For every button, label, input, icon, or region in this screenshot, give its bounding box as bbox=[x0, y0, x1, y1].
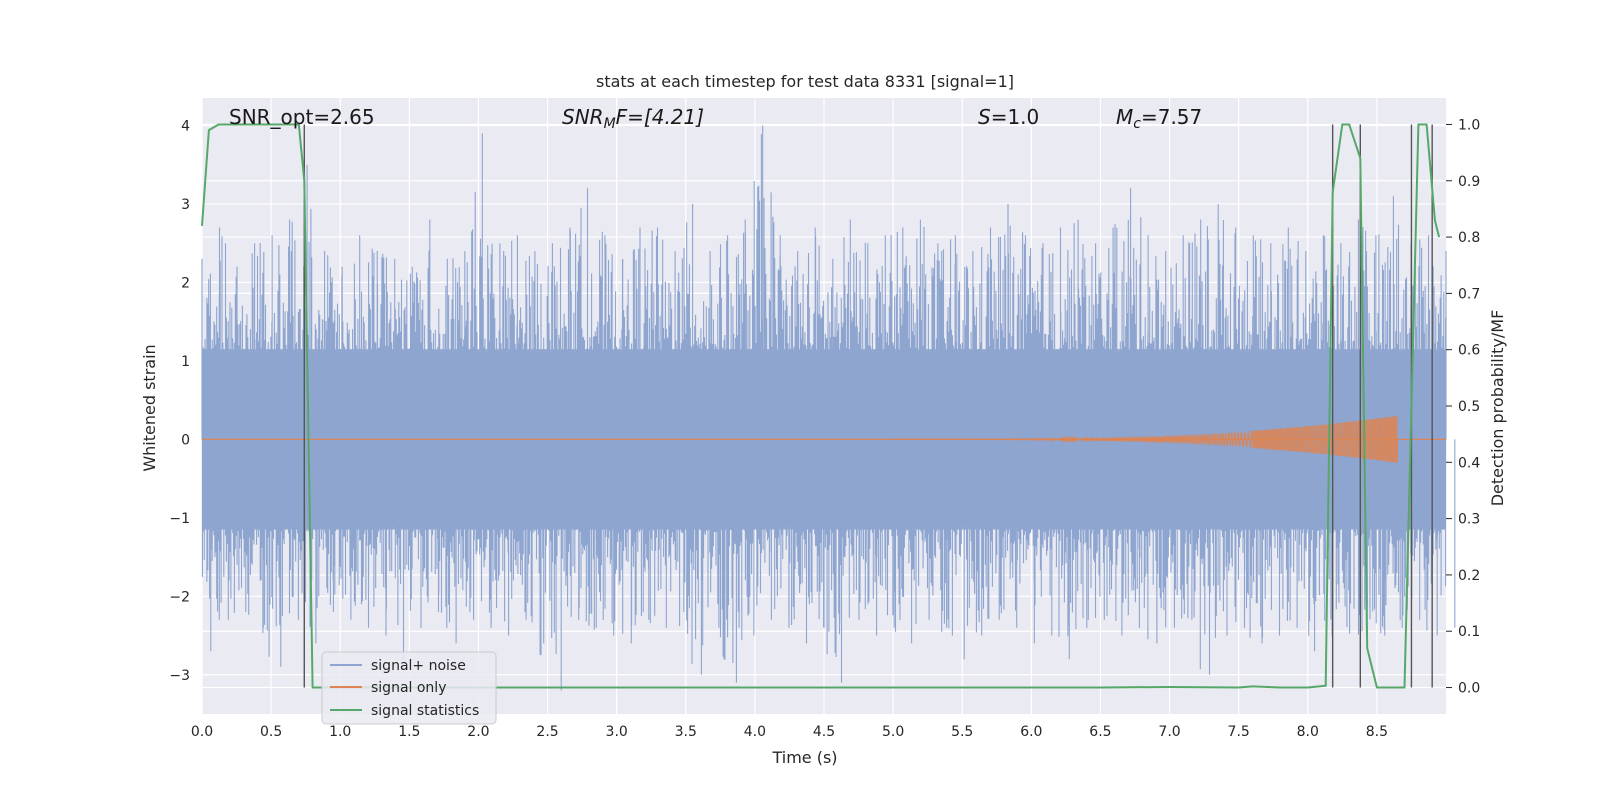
x-tick-label-16: 8.0 bbox=[1297, 724, 1319, 740]
x-tick-label-6: 3.0 bbox=[606, 724, 628, 740]
y-left-tick-label-3: 0 bbox=[181, 432, 190, 448]
x-tick-label-10: 5.0 bbox=[882, 724, 904, 740]
x-tick-label-5: 2.5 bbox=[536, 724, 558, 740]
x-tick-label-2: 1.0 bbox=[329, 724, 351, 740]
x-tick-label-3: 1.5 bbox=[398, 724, 420, 740]
x-tick-label-8: 4.0 bbox=[744, 724, 766, 740]
annotation-snr-opt: SNR_opt=2.65 bbox=[229, 105, 375, 129]
x-tick-label-13: 6.5 bbox=[1089, 724, 1111, 740]
y-right-tick-label-8: 0.8 bbox=[1458, 230, 1480, 246]
chart-title: stats at each timestep for test data 833… bbox=[596, 72, 1014, 91]
x-axis-ticks: 0.0 0.5 1.0 1.5 2.0 2.5 3.0 3.5 4.0 4.5 5.0 5.5 6.0 6… bbox=[191, 724, 1388, 740]
x-tick-label-0: 0.0 bbox=[191, 724, 213, 740]
annotation-s-main: S bbox=[978, 105, 991, 129]
statistics-line bbox=[201, 123, 1441, 689]
x-axis-label: Time (s) bbox=[771, 748, 837, 767]
y-left-tick-label-1: −2 bbox=[169, 589, 190, 605]
y-right-tick-label-6: 0.6 bbox=[1458, 343, 1480, 359]
annotation-s-rest: =1.0 bbox=[991, 105, 1040, 129]
y-left-tick-label-0: −3 bbox=[169, 668, 190, 684]
y-right-axis-label: Detection probability/MF bbox=[1488, 310, 1507, 507]
annotation-snr-mf-main: SNR bbox=[562, 105, 604, 129]
x-tick-label-14: 7.0 bbox=[1158, 724, 1180, 740]
x-tick-label-1: 0.5 bbox=[260, 724, 282, 740]
annotation-snr-mf-sub: M bbox=[604, 116, 616, 132]
series-signal-only bbox=[202, 415, 1446, 464]
annotation-mc-sub: c bbox=[1133, 116, 1141, 132]
y-left-tick-label-6: 3 bbox=[181, 197, 190, 213]
y-right-tick-label-2: 0.2 bbox=[1458, 568, 1480, 584]
y-left-tick-label-5: 2 bbox=[181, 275, 190, 291]
y-right-tick-label-10: 1.0 bbox=[1458, 117, 1480, 133]
y-left-tick-label-2: −1 bbox=[169, 511, 190, 527]
x-tick-label-7: 3.5 bbox=[675, 724, 697, 740]
x-tick-label-11: 5.5 bbox=[951, 724, 973, 740]
y-left-tick-label-4: 1 bbox=[181, 354, 190, 370]
annotation-mc-main: M bbox=[1116, 105, 1133, 129]
y-right-tick-label-9: 0.9 bbox=[1458, 174, 1480, 190]
signal-chirp-envelope bbox=[1252, 415, 1398, 463]
legend-label-signal-only: signal only bbox=[371, 680, 446, 696]
legend-label-signal-statistics: signal statistics bbox=[371, 703, 479, 719]
legend: signal+ noise signal only signal statist… bbox=[321, 651, 497, 725]
y-right-tick-label-4: 0.4 bbox=[1458, 455, 1480, 471]
series-signal-statistics bbox=[201, 123, 1441, 689]
y-right-axis-ticks: 0.0 0.1 0.2 0.3 0.4 0.5 0.6 0.7 0.8 0.9 1.0 bbox=[1446, 117, 1480, 697]
legend-box bbox=[321, 651, 497, 725]
x-tick-label-9: 4.5 bbox=[813, 724, 835, 740]
annotation-mc: Mc=7.57 bbox=[1116, 105, 1202, 132]
x-tick-label-4: 2.0 bbox=[467, 724, 489, 740]
y-right-tick-label-3: 0.3 bbox=[1458, 512, 1480, 528]
y-left-axis-label: Whitened strain bbox=[140, 344, 159, 471]
annotation-snr-mf: SNRMF=[4.21] bbox=[562, 105, 704, 132]
y-left-axis-ticks: −3 −2 −1 0 1 2 3 4 bbox=[169, 118, 190, 683]
annotation-s: S=1.0 bbox=[978, 105, 1039, 129]
x-tick-label-12: 6.0 bbox=[1020, 724, 1042, 740]
x-tick-label-17: 8.5 bbox=[1366, 724, 1388, 740]
y-right-tick-label-1: 0.1 bbox=[1458, 624, 1480, 640]
annotation-snr-mf-rest: F=[4.21] bbox=[616, 105, 704, 129]
y-left-tick-label-7: 4 bbox=[181, 118, 190, 134]
y-right-tick-label-7: 0.7 bbox=[1458, 286, 1480, 302]
y-right-tick-label-5: 0.5 bbox=[1458, 399, 1480, 415]
x-tick-label-15: 7.5 bbox=[1228, 724, 1250, 740]
y-right-tick-label-0: 0.0 bbox=[1458, 681, 1480, 697]
legend-label-signal-noise: signal+ noise bbox=[371, 658, 466, 674]
annotation-mc-rest: =7.57 bbox=[1141, 105, 1202, 129]
